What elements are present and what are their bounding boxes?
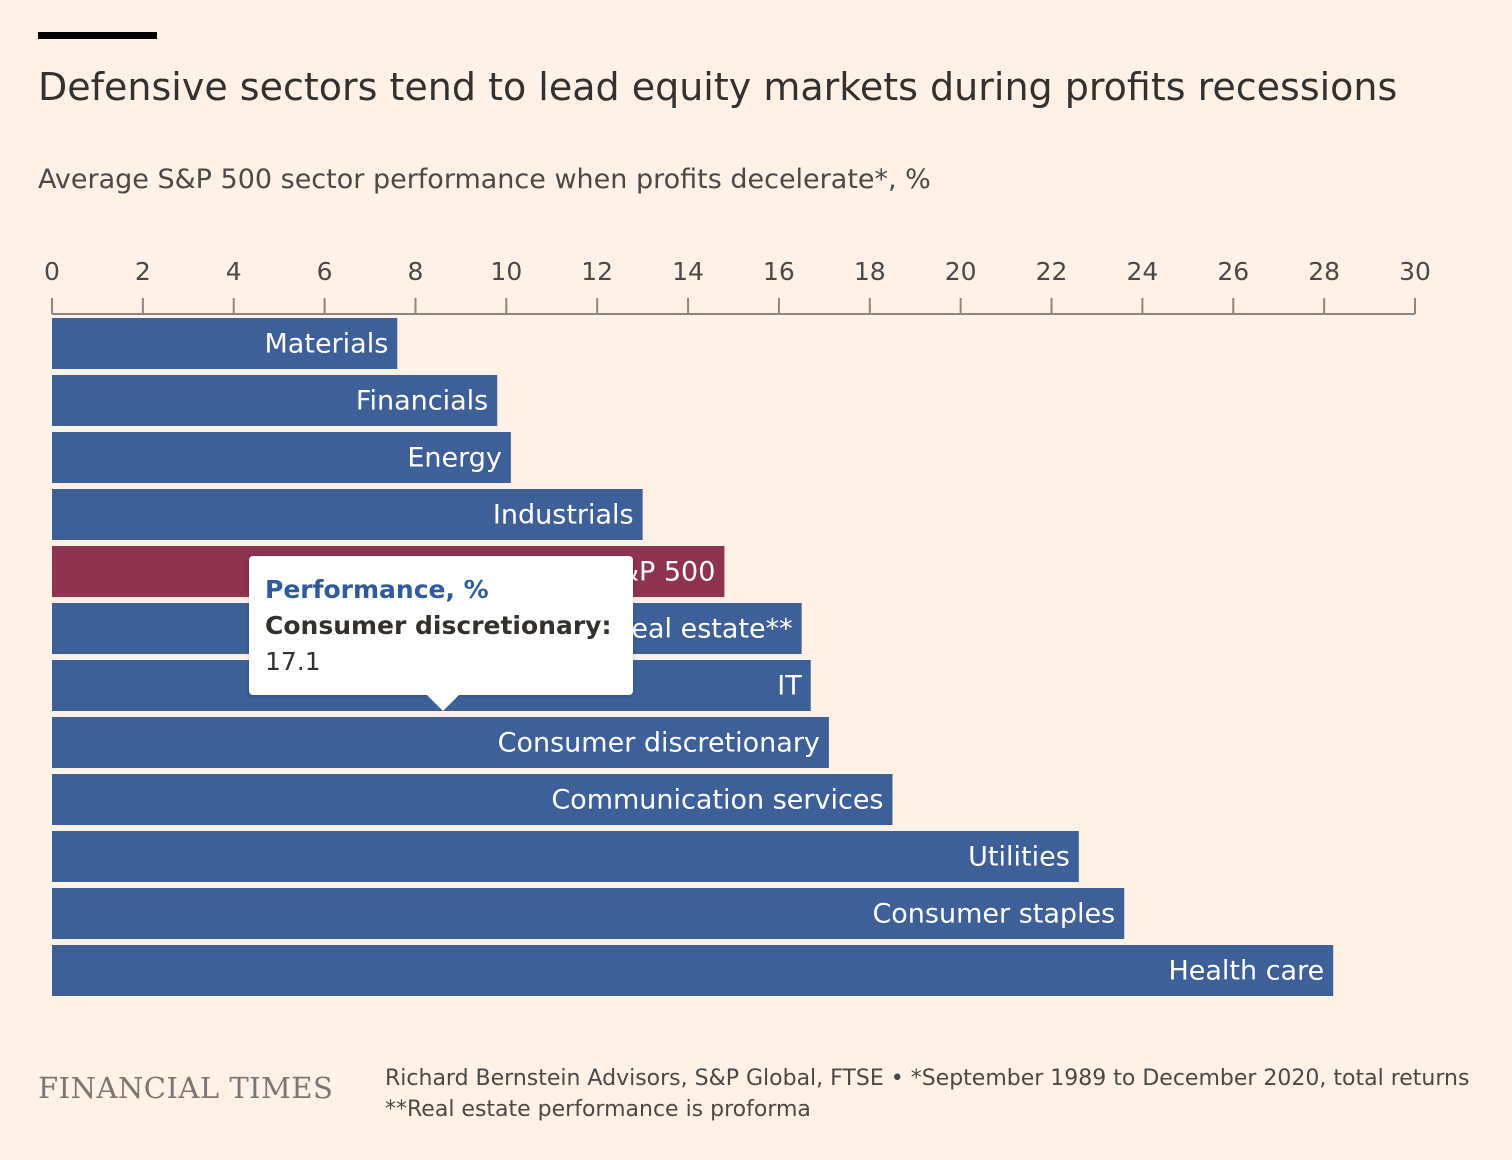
x-tick-label-22: 22 xyxy=(1036,257,1068,286)
bar-label-3: Industrials xyxy=(493,500,634,531)
source-line-1: Richard Bernstein Advisors, S&P Global, … xyxy=(385,1066,1470,1091)
bar-0 xyxy=(52,318,398,369)
bar-11 xyxy=(52,945,1334,996)
bar-chart: 0 2 4 6 8 10 12 14 16 18 20 22 24 26 28 30MaterialsFina… xyxy=(44,257,1431,996)
bar-1 xyxy=(52,375,498,426)
x-tick-label-26: 26 xyxy=(1217,257,1249,286)
bar-label-0: Materials xyxy=(265,329,389,360)
header-accent-bar xyxy=(38,32,157,39)
x-tick-label-18: 18 xyxy=(854,257,886,286)
bar-label-10: Consumer staples xyxy=(872,899,1115,930)
x-tick-label-24: 24 xyxy=(1126,257,1158,286)
bar-label-5: Real estate** xyxy=(614,614,793,645)
x-tick-label-2: 2 xyxy=(135,257,151,286)
x-tick-label-4: 4 xyxy=(226,257,242,286)
x-tick-label-0: 0 xyxy=(44,257,60,286)
tooltip-label: Consumer discretionary: xyxy=(265,611,612,640)
bar-8 xyxy=(52,774,893,825)
x-tick-label-30: 30 xyxy=(1399,257,1431,286)
bar-2 xyxy=(52,432,511,483)
tooltip-title: Performance, % xyxy=(265,575,489,604)
bar-label-1: Financials xyxy=(356,386,488,417)
chart-subtitle: Average S&P 500 sector performance when … xyxy=(38,164,931,195)
source-note: Richard Bernstein Advisors, S&P Global, … xyxy=(385,1063,1469,1125)
bar-label-7: Consumer discretionary xyxy=(498,728,820,759)
x-tick-label-12: 12 xyxy=(581,257,613,286)
x-tick-label-6: 6 xyxy=(317,257,333,286)
bar-9 xyxy=(52,831,1079,882)
x-tick-label-20: 20 xyxy=(945,257,977,286)
tooltip-value: 17.1 xyxy=(265,647,321,676)
bar-label-8: Communication services xyxy=(551,785,883,816)
bar-10 xyxy=(52,888,1125,939)
hover-tooltip: Performance, % Consumer discretionary: 1… xyxy=(249,556,633,711)
chart-title: Defensive sectors tend to lead equity ma… xyxy=(38,65,1398,109)
x-tick-label-16: 16 xyxy=(763,257,795,286)
x-tick-label-28: 28 xyxy=(1308,257,1340,286)
x-tick-label-10: 10 xyxy=(490,257,522,286)
x-tick-label-14: 14 xyxy=(672,257,704,286)
ft-logo: FINANCIAL TIMES xyxy=(38,1071,334,1105)
bar-label-11: Health care xyxy=(1168,956,1324,987)
x-tick-label-8: 8 xyxy=(408,257,424,286)
source-line-2: **Real estate performance is proforma xyxy=(385,1097,811,1122)
bar-label-6: IT xyxy=(777,671,802,702)
bar-3 xyxy=(52,489,643,540)
bar-label-9: Utilities xyxy=(968,842,1070,873)
bar-7 xyxy=(52,717,829,768)
bar-label-2: Energy xyxy=(407,443,502,474)
